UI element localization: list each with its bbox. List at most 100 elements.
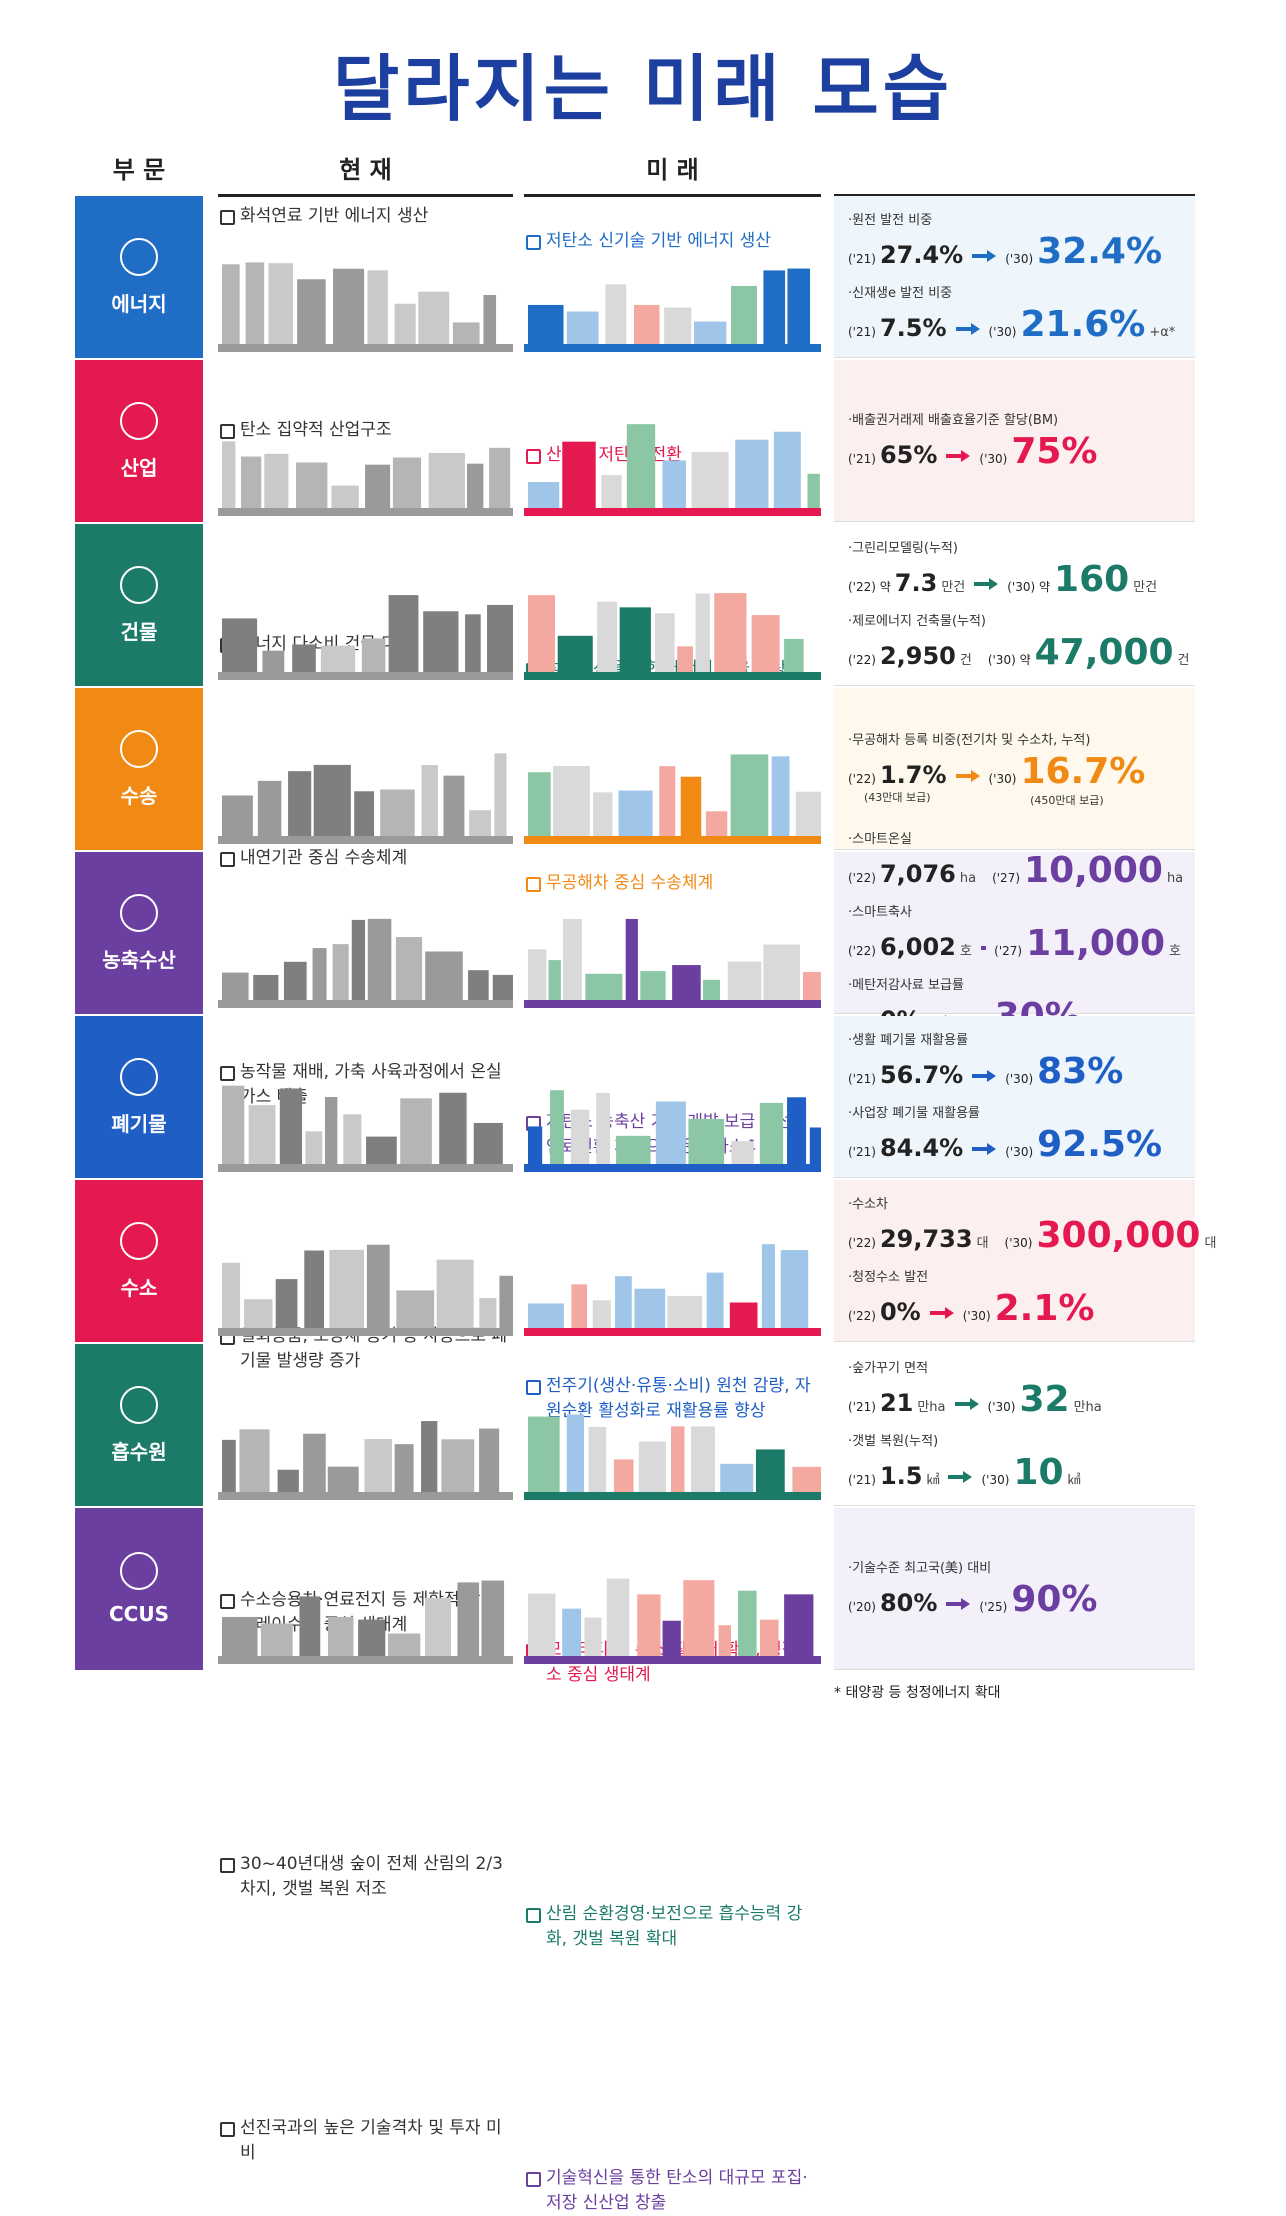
building xyxy=(292,644,316,672)
building xyxy=(528,1593,556,1656)
stat: ·무공해차 등록 비중(전기차 및 수소차, 누적) ('22) 1.7% (43만대… xyxy=(848,729,1181,808)
building xyxy=(466,463,484,508)
building xyxy=(423,611,459,672)
building xyxy=(489,447,511,508)
future-text: 기술혁신을 통한 탄소의 대규모 포집·저장 신산업 창출 xyxy=(524,2166,821,2216)
building xyxy=(396,1290,435,1328)
building xyxy=(637,1594,661,1656)
building xyxy=(672,965,701,1000)
stat-line: ('22) 1.7% (43만대 보급) ('30) 16.7% (450만대 보급) xyxy=(848,751,1181,808)
building xyxy=(784,638,804,672)
building xyxy=(479,1428,500,1492)
to-value: 21.6% xyxy=(1020,303,1146,345)
sector-cell: 산업 xyxy=(75,360,203,522)
building xyxy=(633,304,660,344)
building xyxy=(436,1259,474,1328)
building xyxy=(275,1279,298,1328)
arrow xyxy=(974,577,999,590)
building xyxy=(664,307,692,344)
building xyxy=(613,1459,634,1492)
building xyxy=(297,279,326,344)
arrow-shape xyxy=(972,1069,997,1082)
illustration xyxy=(218,441,513,516)
arrow-shape xyxy=(946,1598,971,1610)
illustration xyxy=(218,1244,513,1336)
future-text: 저탄소 신기술 기반 에너지 생산 xyxy=(524,229,821,254)
to-value: 2.1% xyxy=(994,1287,1095,1329)
to-value: 47,000 xyxy=(1034,631,1174,673)
sector-name: 산업 xyxy=(120,455,158,480)
arrow-shape xyxy=(972,1142,997,1155)
stats-cell: ·생활 폐기물 재활용률 ('21) 56.7% ('30) 83% ·사업장 폐기물 재… xyxy=(834,1016,1195,1178)
year: ('21) xyxy=(848,1472,876,1487)
sector-cell: 폐기물 xyxy=(75,1016,203,1178)
illustration xyxy=(524,1414,821,1500)
building xyxy=(807,473,820,508)
building xyxy=(584,1617,602,1656)
sector-name: 폐기물 xyxy=(111,1111,167,1136)
year: ('30) xyxy=(1005,1071,1034,1086)
stat-line: ('21) 1.5 ㎢ ('30) 10 ㎢ xyxy=(848,1452,1181,1493)
building xyxy=(677,646,693,672)
arrow xyxy=(972,249,997,262)
from-value: 2,950 xyxy=(879,641,956,670)
year: ('21) xyxy=(848,1399,876,1414)
sector-name: 수소 xyxy=(120,1275,158,1300)
current-text: 화석연료 기반 에너지 생산 xyxy=(218,204,510,229)
ground xyxy=(524,836,821,844)
building xyxy=(364,1439,392,1492)
building xyxy=(738,1590,757,1656)
arrow-shape xyxy=(955,322,980,335)
building xyxy=(483,295,497,344)
stat: ·갯벌 복원(누적) ('21) 1.5 ㎢ ('30) 10 ㎢ xyxy=(848,1430,1181,1493)
building xyxy=(499,1275,513,1328)
building xyxy=(562,1608,582,1656)
stat-pair: ('22) 1.7% (43만대 보급) xyxy=(848,761,947,805)
stat-line: ('21) 21 만ha ('30) 32 만ha xyxy=(848,1379,1181,1420)
building xyxy=(528,772,551,836)
building xyxy=(662,1620,681,1656)
building xyxy=(809,1127,821,1164)
year: ('27) xyxy=(992,871,1021,885)
building xyxy=(528,304,564,344)
building xyxy=(680,776,702,836)
building xyxy=(562,918,582,1000)
building xyxy=(795,791,821,836)
building xyxy=(683,1580,715,1656)
year: ('21) xyxy=(848,452,876,466)
building xyxy=(465,614,481,672)
sector-cell: 수송 xyxy=(75,688,203,850)
building xyxy=(528,595,555,672)
building xyxy=(304,1250,325,1328)
from-value: 1.5 xyxy=(879,1461,923,1490)
building xyxy=(388,1633,421,1656)
year: ('30) xyxy=(981,1472,1010,1487)
header-sector: 부 문 xyxy=(112,156,166,184)
building xyxy=(439,1092,467,1164)
building xyxy=(331,485,359,508)
illustration xyxy=(524,424,821,516)
stat-label: ·그린리모델링(누적) xyxy=(848,540,958,556)
building xyxy=(618,790,653,836)
from-value: 7.3 xyxy=(894,568,938,597)
year: ('22) xyxy=(848,1235,876,1250)
building xyxy=(424,1597,452,1656)
ground xyxy=(218,508,513,516)
arrow-shape xyxy=(946,450,971,462)
stat: ·스마트온실 ('22) 7,076 ha ('27) 10,000 ha xyxy=(848,828,1183,891)
stat-values: ('22) 1.7% xyxy=(848,761,947,789)
building xyxy=(257,780,282,836)
stat-line: ('20) 80% ('25) 90% xyxy=(848,1579,1181,1620)
stats-cell: ·스마트온실 ('22) 7,076 ha ('27) 10,000 ha ·스마트축사 ('2… xyxy=(834,832,1195,1037)
from-value: 7.5% xyxy=(879,313,947,342)
building xyxy=(332,944,349,1000)
year: ('22) xyxy=(848,944,876,958)
arrow-shape xyxy=(948,1470,973,1483)
stat-line: ('21) 84.4% ('30) 92.5% xyxy=(848,1124,1181,1165)
stat-line: ('21) 56.7% ('30) 83% xyxy=(848,1051,1181,1092)
building xyxy=(694,321,727,344)
future-text: 산림 순환경영·보전으로 흡수능력 강화, 갯벌 복원 확대 xyxy=(524,1902,821,1952)
building xyxy=(755,1449,785,1492)
illustration xyxy=(218,262,513,352)
